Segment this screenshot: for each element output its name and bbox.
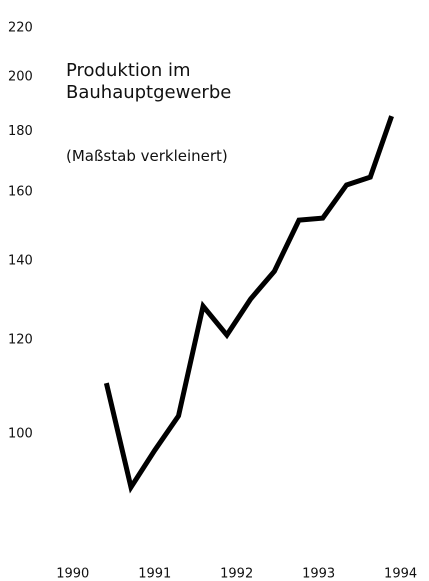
x-tick-label: 1990 — [56, 567, 89, 581]
chart-title: Produktion im Bauhauptgewerbe — [66, 60, 232, 103]
x-tick-label: 1991 — [138, 567, 171, 581]
x-tick-label: 1992 — [220, 567, 253, 581]
y-tick-label: 140 — [8, 253, 33, 268]
x-tick-label: 1993 — [302, 567, 335, 581]
data-line — [103, 115, 394, 494]
chart-subtitle: (Maßstab verkleinert) — [66, 147, 228, 165]
y-tick-label: 180 — [8, 124, 33, 139]
x-tick-label: 1994 — [384, 567, 417, 581]
y-tick-label: 120 — [8, 333, 33, 348]
y-tick-label: 220 — [8, 21, 33, 36]
y-tick-label: 160 — [8, 185, 33, 200]
y-tick-label: 100 — [8, 427, 33, 442]
y-tick-label: 200 — [8, 70, 33, 85]
